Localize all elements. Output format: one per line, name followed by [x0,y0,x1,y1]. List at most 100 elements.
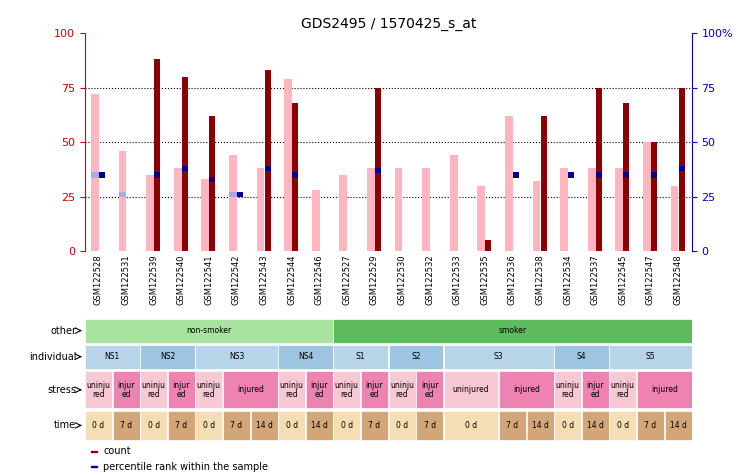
Bar [609,411,637,439]
Text: GSM122544: GSM122544 [287,255,296,305]
Bar [478,186,485,251]
Text: 14 d: 14 d [587,421,604,430]
Bar [416,411,443,439]
Text: time: time [54,420,77,430]
Text: uninju
red: uninju red [390,381,414,399]
Bar [444,371,498,409]
Text: NS2: NS2 [160,352,175,361]
Bar [223,371,277,409]
Bar [312,190,319,251]
Bar [389,411,416,439]
Text: individual: individual [29,352,77,362]
Bar [99,172,105,178]
Bar [444,411,498,439]
Text: GSM122537: GSM122537 [591,255,600,305]
Bar [168,411,195,439]
Text: GSM122538: GSM122538 [536,255,545,305]
Bar [202,179,209,251]
Text: 0 d: 0 d [286,421,297,430]
Bar [533,182,540,251]
Bar [305,371,333,409]
Text: 7 d: 7 d [369,421,381,430]
Bar [195,371,222,409]
Bar [389,371,416,409]
Bar [623,103,629,251]
Text: GSM122533: GSM122533 [453,255,461,305]
Bar [237,192,243,197]
Text: injur
ed: injur ed [117,381,135,399]
Bar [91,94,99,251]
Bar [168,371,195,409]
Bar [333,371,361,409]
Text: GSM122542: GSM122542 [232,255,241,305]
Bar [265,70,271,251]
Bar [91,451,97,452]
Text: injur
ed: injur ed [311,381,328,399]
Text: GSM122540: GSM122540 [177,255,185,305]
Bar [595,172,602,178]
Bar [394,168,403,251]
Text: NS3: NS3 [229,352,244,361]
Bar [85,319,333,343]
Bar [560,168,568,251]
Bar [416,371,443,409]
Bar [209,176,216,182]
Bar [284,79,292,251]
Bar [154,59,160,251]
Bar [91,172,99,178]
Bar [146,175,154,251]
Text: 14 d: 14 d [311,421,328,430]
Text: S4: S4 [576,352,587,361]
Text: 14 d: 14 d [531,421,548,430]
Text: 0 d: 0 d [396,421,408,430]
Text: smoker: smoker [498,326,526,335]
Bar [670,186,679,251]
Text: injured: injured [513,385,539,394]
Bar [223,411,250,439]
Bar [292,172,298,178]
Bar [333,319,692,343]
Bar [182,165,188,171]
Text: S3: S3 [494,352,503,361]
Text: 7 d: 7 d [120,421,132,430]
Bar [174,168,182,251]
Bar [361,371,388,409]
Bar [118,192,127,197]
Bar [651,172,657,178]
Bar [389,345,443,369]
Text: GSM122539: GSM122539 [149,255,158,305]
Bar [278,411,305,439]
Bar [361,411,388,439]
Bar [85,345,140,369]
Text: NS4: NS4 [298,352,313,361]
Bar [588,168,595,251]
Bar [195,411,222,439]
Text: GSM122543: GSM122543 [260,255,269,305]
Text: GSM122545: GSM122545 [618,255,627,305]
Text: GSM122547: GSM122547 [646,255,655,305]
Bar [367,168,375,251]
Text: 0 d: 0 d [465,421,477,430]
Text: 14 d: 14 d [255,421,272,430]
Text: uninju
red: uninju red [611,381,635,399]
Bar [257,168,264,251]
Bar [651,142,657,251]
Bar [581,411,609,439]
Text: 7 d: 7 d [645,421,657,430]
Bar [485,240,492,251]
Text: uninju
red: uninju red [556,381,580,399]
Text: GSM122546: GSM122546 [315,255,324,305]
Bar [450,155,458,251]
Bar [540,116,547,251]
Text: 0 d: 0 d [617,421,629,430]
Text: uninju
red: uninju red [197,381,221,399]
Text: injur
ed: injur ed [421,381,439,399]
Bar [339,175,347,251]
Bar [375,88,381,251]
Bar [637,371,692,409]
Bar [140,371,167,409]
Bar [595,88,602,251]
Text: GSM122534: GSM122534 [563,255,572,305]
Bar [118,151,127,251]
Text: S1: S1 [356,352,365,361]
